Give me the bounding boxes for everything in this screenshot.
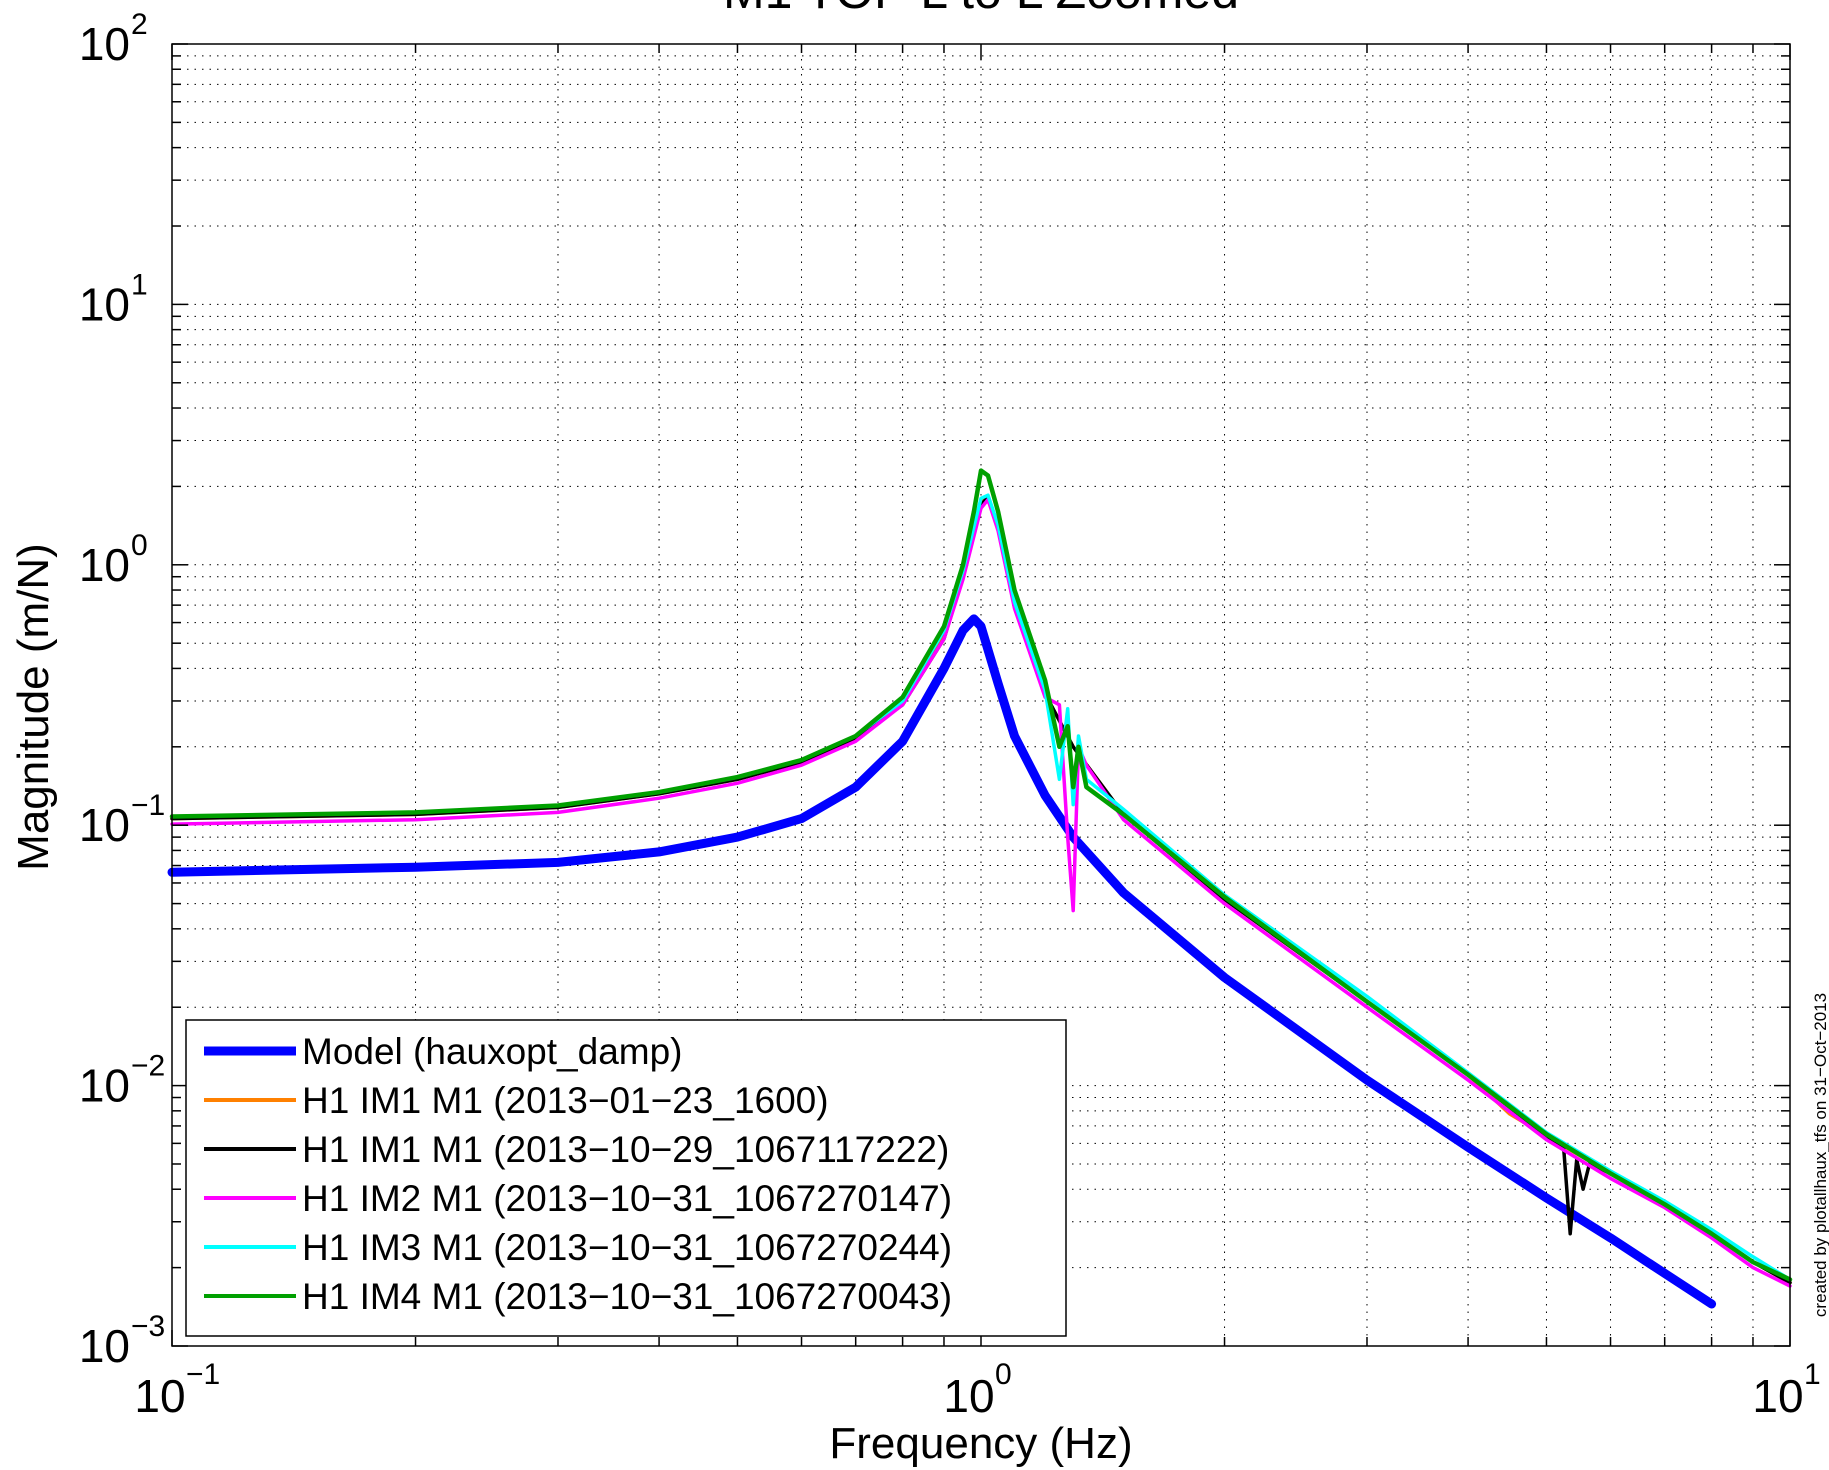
svg-text:10: 10 <box>79 18 130 70</box>
series-line-1 <box>167 614 1717 1309</box>
legend-label: Model (hauxopt_damp) <box>302 1031 683 1072</box>
svg-text:1: 1 <box>1804 1358 1821 1391</box>
creation-annotation: created by plotallhaux_tfs on 31−Oct−201… <box>1811 993 1829 1317</box>
svg-text:10: 10 <box>79 539 130 591</box>
svg-text:10: 10 <box>79 799 130 851</box>
tick-labels: 10 −1 10 0 10 110 −310 −210 −110 010 110 2 <box>79 8 1821 1422</box>
legend-entry: H1 IM3 M1 (2013−10−31_1067270244) <box>204 1227 952 1268</box>
chart-title: M1 TOP L to L Zoomed <box>723 0 1239 19</box>
svg-text:0: 0 <box>995 1358 1012 1391</box>
x-axis-label: Frequency (Hz) <box>829 1419 1132 1468</box>
svg-text:−1: −1 <box>186 1358 220 1391</box>
svg-text:10: 10 <box>943 1370 994 1422</box>
svg-text:−1: −1 <box>131 789 165 822</box>
legend-entry: H1 IM1 M1 (2013−01−23_1600) <box>204 1080 829 1121</box>
legend-label: H1 IM1 M1 (2013−10−29_1067117222) <box>302 1129 949 1170</box>
legend-label: H1 IM4 M1 (2013−10−31_1067270043) <box>302 1276 952 1317</box>
svg-text:10: 10 <box>79 1060 130 1112</box>
series-line-6 <box>169 468 1793 1282</box>
svg-text:10: 10 <box>134 1370 185 1422</box>
legend-label: H1 IM3 M1 (2013−10−31_1067270244) <box>302 1227 952 1268</box>
y-axis-label: Magnitude (m/N) <box>9 543 58 871</box>
svg-text:0: 0 <box>131 529 148 562</box>
legend-entry: Model (hauxopt_damp) <box>204 1031 683 1072</box>
x-tick-label: 10 −1 <box>134 1358 220 1422</box>
legend-label: H1 IM1 M1 (2013−01−23_1600) <box>302 1080 829 1121</box>
y-tick-label: 10 0 <box>79 529 148 591</box>
series-layer <box>167 468 1793 1309</box>
svg-text:10: 10 <box>79 278 130 330</box>
y-tick-label: 10 −1 <box>79 789 165 851</box>
series-line-4 <box>170 497 1792 1288</box>
legend-label: H1 IM2 M1 (2013−10−31_1067270147) <box>302 1178 952 1219</box>
x-tick-label: 10 0 <box>943 1358 1011 1422</box>
svg-text:10: 10 <box>79 1320 130 1372</box>
y-tick-label: 10 −2 <box>79 1050 165 1112</box>
svg-text:−2: −2 <box>131 1050 165 1083</box>
y-tick-label: 10 1 <box>79 268 148 330</box>
y-tick-label: 10 2 <box>79 8 148 70</box>
svg-text:−3: −3 <box>131 1310 165 1343</box>
svg-text:10: 10 <box>1752 1370 1803 1422</box>
svg-text:1: 1 <box>131 268 148 301</box>
legend-box <box>185 1019 1067 1337</box>
y-tick-label: 10 −3 <box>79 1310 165 1372</box>
x-tick-label: 10 1 <box>1752 1358 1820 1422</box>
legend-entry: H1 IM4 M1 (2013−10−31_1067270043) <box>204 1276 952 1317</box>
legend: Model (hauxopt_damp) H1 IM1 M1 (2013−01−2… <box>185 1019 1067 1337</box>
legend-entry: H1 IM1 M1 (2013−10−29_1067117222) <box>204 1129 949 1170</box>
svg-text:2: 2 <box>131 8 148 41</box>
legend-entry: H1 IM2 M1 (2013−10−31_1067270147) <box>204 1178 952 1219</box>
